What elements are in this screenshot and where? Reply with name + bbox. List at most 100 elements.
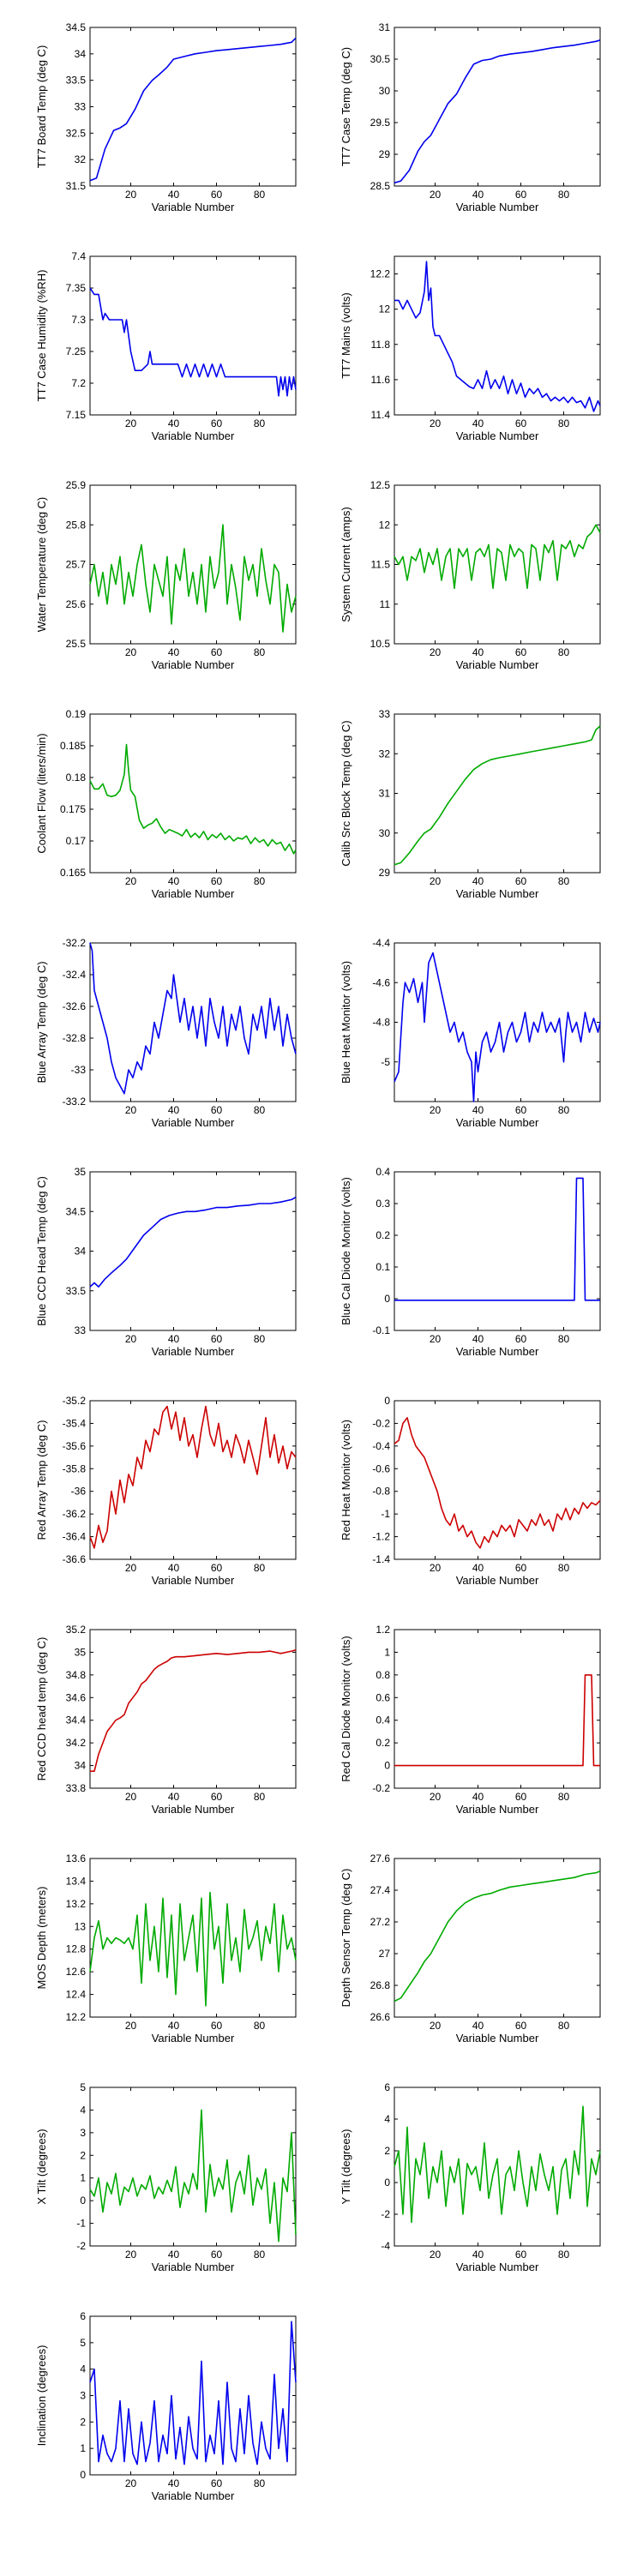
y-tick-label: 11.4: [371, 409, 391, 421]
y-tick-label: 33.5: [66, 75, 87, 87]
x-tick-label: 20: [125, 189, 137, 201]
x-tick-label: 60: [211, 2020, 223, 2032]
y-tick-label: 34.8: [66, 1669, 87, 1681]
x-axis-label: Variable Number: [456, 1116, 539, 1129]
y-tick-label: 30.5: [370, 53, 391, 65]
y-tick-label: 7.4: [71, 250, 86, 262]
y-tick-label: 12.6: [66, 1966, 87, 1978]
x-tick-label: 40: [168, 1333, 180, 1345]
y-tick-label: 12.2: [370, 268, 391, 280]
y-tick-label: 0.17: [66, 835, 87, 847]
x-tick-label: 60: [211, 875, 223, 887]
y-axis-label: Blue Heat Monitor (volts): [340, 961, 352, 1084]
y-tick-label: -32.8: [63, 1032, 87, 1044]
y-tick-label: -35.8: [63, 1462, 87, 1474]
x-tick-label: 20: [125, 1562, 137, 1574]
y-axis-label: Red CCD head temp (deg C): [35, 1637, 48, 1781]
x-tick-label: 80: [254, 2249, 266, 2261]
x-axis-label: Variable Number: [456, 201, 539, 213]
y-tick-label: 13.4: [66, 1875, 87, 1887]
series-line: [89, 37, 297, 182]
y-tick-label: -33: [71, 1064, 87, 1076]
y-tick-label: 3: [80, 2127, 86, 2139]
series-line: [89, 1891, 297, 2007]
y-tick-label: 25.6: [66, 598, 87, 610]
y-tick-label: 32: [379, 748, 391, 760]
chart-panel: 20 40 60 80 25.5 25.6 25.7 25.8 25.9 Variable Num…: [35, 479, 297, 671]
x-tick-label: 60: [515, 2020, 527, 2032]
y-tick-label: 28.5: [370, 180, 391, 192]
y-tick-label: -2: [76, 2240, 86, 2252]
x-tick-label: 80: [254, 1791, 266, 1803]
y-axis-label: Blue Cal Diode Monitor (volts): [340, 1177, 352, 1325]
y-tick-label: 13.6: [66, 1852, 87, 1864]
plot-frame: [394, 1171, 601, 1331]
x-tick-label: 80: [254, 1333, 266, 1345]
x-tick-label: 20: [430, 2249, 442, 2261]
y-tick-label: 32.5: [66, 127, 87, 139]
y-tick-label: 11.5: [371, 559, 391, 571]
y-tick-label: 7.25: [66, 345, 87, 357]
plot-frame: [394, 1400, 601, 1560]
plot-frame: [89, 1629, 297, 1789]
y-tick-label: 27.6: [370, 1852, 391, 1864]
y-tick-label: 29.5: [370, 117, 391, 129]
y-axis-label: System Current (amps): [340, 507, 352, 621]
x-tick-label: 40: [472, 1333, 484, 1345]
x-tick-label: 60: [211, 1562, 223, 1574]
chart-panel: 20 40 60 80 28.5 29 29.5 30 30.5 31 Variable Numbe…: [340, 21, 601, 213]
x-tick-label: 60: [515, 1791, 527, 1803]
x-tick-label: 80: [254, 875, 266, 887]
y-tick-label: 4: [384, 2113, 390, 2125]
x-tick-label: 60: [211, 1333, 223, 1345]
y-tick-label: 11.8: [371, 339, 391, 351]
chart-panel: 20 40 60 80 0 1 2 3 4 5 6 Variable Number Inclinatio…: [35, 2310, 297, 2502]
plot-frame: [394, 1858, 601, 2018]
plot-frame: [89, 2315, 297, 2476]
x-tick-label: 60: [515, 1104, 527, 1116]
x-tick-label: 20: [430, 1333, 442, 1345]
y-tick-label: 0.3: [376, 1198, 390, 1210]
x-tick-label: 60: [211, 1104, 223, 1116]
x-axis-label: Variable Number: [152, 658, 235, 671]
y-tick-label: -35.2: [63, 1395, 87, 1407]
x-axis-label: Variable Number: [456, 887, 539, 900]
series-line: [89, 2321, 297, 2465]
x-tick-label: 20: [430, 875, 442, 887]
y-tick-label: 0.1: [376, 1261, 390, 1273]
chart-panel: 20 40 60 80 -0.1 0 0.1 0.2 0.3 0.4 Variable Number…: [340, 1166, 601, 1358]
x-tick-label: 60: [515, 1333, 527, 1345]
y-tick-label: 11: [380, 598, 391, 610]
y-tick-label: 0.2: [376, 1229, 390, 1241]
x-axis-label: Variable Number: [456, 1574, 539, 1587]
plot-frame: [89, 27, 297, 187]
plot-frame: [89, 942, 297, 1102]
y-axis-label: Blue Array Temp (deg C): [35, 961, 48, 1083]
series-line: [89, 1405, 297, 1549]
x-tick-label: 80: [254, 1562, 266, 1574]
y-tick-label: 34: [75, 48, 87, 60]
y-tick-label: 32: [75, 153, 87, 165]
y-tick-label: 29: [379, 867, 391, 879]
y-tick-label: 12.4: [66, 1989, 87, 2001]
series-line: [394, 1417, 601, 1549]
x-tick-label: 80: [254, 2020, 266, 2032]
y-axis-label: Red Cal Diode Monitor (volts): [340, 1636, 352, 1782]
x-tick-label: 20: [430, 417, 442, 429]
y-axis-label: TT7 Mains (volts): [340, 292, 352, 378]
series-line: [394, 1177, 600, 1301]
y-tick-label: 7.2: [71, 377, 86, 389]
x-tick-label: 80: [254, 646, 266, 658]
y-tick-label: 5: [80, 2337, 86, 2349]
y-tick-label: 11.6: [371, 374, 391, 386]
x-axis-label: Variable Number: [152, 2489, 235, 2502]
y-tick-label: -32.4: [63, 969, 87, 981]
x-tick-label: 20: [125, 646, 137, 658]
x-tick-label: 20: [125, 2020, 137, 2032]
y-tick-label: 31.5: [66, 180, 87, 192]
y-tick-label: 34: [75, 1760, 87, 1772]
x-tick-label: 40: [472, 2249, 484, 2261]
x-tick-label: 40: [472, 646, 484, 658]
plot-frame: [89, 713, 297, 874]
y-tick-label: -33.2: [63, 1096, 87, 1108]
